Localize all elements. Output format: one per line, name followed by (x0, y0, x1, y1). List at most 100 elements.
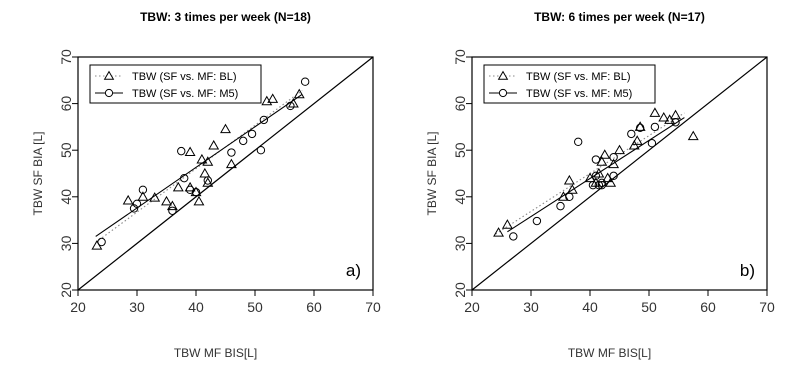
y-tick-label: 40 (452, 189, 468, 205)
chart-title: TBW: 6 times per week (N=17) (534, 10, 705, 24)
y-tick-label: 50 (58, 142, 74, 158)
y-tick-label: 30 (58, 235, 74, 251)
y-tick-label: 20 (58, 282, 74, 298)
x-tick-label: 60 (306, 299, 322, 315)
circle-point (591, 171, 601, 181)
circle-point (556, 201, 565, 211)
circle-point (565, 192, 574, 202)
chart-svg-a: TBW: 3 times per week (N=18) 20 30 40 50 60 70… (31, 10, 381, 360)
y-tick-label: 30 (452, 235, 468, 251)
triangle-point (267, 93, 279, 103)
triangle-point (199, 167, 211, 178)
panel-label: a) (346, 261, 361, 280)
legend: TBW (SF vs. MF: BL) TBW (SF vs. MF: M5) (483, 64, 656, 104)
x-axis-label: TBW MF BIS[L] (568, 346, 651, 360)
x-tick-label: 20 (70, 299, 86, 315)
triangle-point (172, 181, 184, 192)
triangle-point (605, 177, 617, 187)
circle-point (594, 180, 604, 190)
plot-frame (471, 56, 768, 291)
triangle-point (293, 88, 305, 99)
circle-point (647, 139, 657, 148)
triangle-point (184, 146, 196, 157)
identity-line (77, 56, 374, 291)
triangle-point (122, 194, 134, 205)
circle-point (609, 171, 618, 181)
circle-point (259, 115, 269, 125)
circle-point (286, 101, 295, 111)
y-tick-label: 60 (58, 96, 74, 112)
x-tick-label: 60 (700, 299, 716, 315)
legend-box (483, 64, 656, 104)
triangle-point (563, 174, 575, 185)
y-tick-label: 60 (452, 96, 468, 112)
x-tick-label: 30 (523, 299, 539, 315)
plot-frame (77, 56, 374, 291)
triangle-point (208, 139, 220, 150)
legend-entry: TBW (SF vs. MF: M5) (526, 88, 632, 100)
fit-line-bl (95, 90, 303, 243)
y-tick-label: 20 (452, 282, 468, 298)
y-tick-label: 70 (452, 49, 468, 65)
y-axis-label: TBW SF BIA [L] (31, 131, 45, 215)
triangle-point (225, 158, 237, 169)
circle-point (177, 146, 186, 156)
circle-point (574, 137, 583, 147)
circle-point (185, 185, 195, 195)
triangle-point (261, 95, 273, 106)
circle-point (300, 77, 310, 86)
triangle-point (649, 107, 661, 117)
circle-point (591, 155, 601, 164)
triangle-point (287, 97, 299, 108)
circle-point (532, 216, 542, 226)
triangle-point (493, 227, 505, 237)
circle-point (588, 180, 598, 190)
circle-point (97, 237, 106, 247)
triangle-point (614, 144, 625, 155)
circle-point (635, 123, 645, 133)
triangle-point (566, 184, 578, 194)
circle-point (203, 176, 213, 185)
chart-panel-b: TBW: 6 times per week (N=17) 20 30 40 50 60 70… (394, 0, 788, 369)
circle-point (168, 206, 177, 215)
circle-point (597, 180, 607, 190)
panel-label: b) (740, 261, 755, 280)
x-axis-label: TBW MF BIS[L] (174, 346, 257, 360)
legend-entry: TBW (SF vs. MF: BL) (132, 71, 237, 83)
circle-point (247, 129, 257, 139)
x-tick-label: 40 (582, 299, 598, 315)
circle-point (256, 146, 266, 155)
chart-title: TBW: 3 times per week (N=18) (140, 10, 311, 24)
triangle-point (193, 195, 205, 206)
legend-circle-icon (104, 88, 114, 98)
legend-box (89, 64, 262, 104)
y-tick-label: 40 (58, 189, 74, 205)
triangle-point (137, 191, 149, 201)
chart-svg-b: TBW: 6 times per week (N=17) 20 30 40 50 60 70… (425, 10, 775, 360)
circle-point (609, 152, 618, 162)
triangle-point (628, 139, 640, 150)
circle-point (509, 232, 518, 241)
circle-point (191, 187, 201, 197)
fit-line-m5 (507, 117, 685, 233)
identity-line (471, 56, 768, 291)
legend-circle-icon (498, 88, 508, 98)
legend-entry: TBW (SF vs. MF: BL) (526, 71, 631, 83)
circle-point (180, 173, 189, 183)
x-tick-label: 20 (464, 299, 480, 315)
triangle-point (608, 158, 620, 169)
x-tick-label: 30 (129, 299, 145, 315)
circle-point (138, 185, 148, 195)
x-tick-label: 50 (641, 299, 657, 315)
triangle-point (220, 123, 231, 134)
circle-point (671, 118, 680, 127)
triangle-point (599, 149, 611, 159)
circle-point (597, 178, 607, 188)
triangle-point (593, 167, 605, 178)
triangle-point (670, 109, 682, 120)
circle-point (650, 122, 660, 132)
legend-entry: TBW (SF vs. MF: M5) (132, 88, 238, 100)
triangle-point (202, 177, 214, 187)
chart-panel-a: TBW: 3 times per week (N=18) 20 30 40 50 60 70… (31, 10, 381, 360)
circle-point (227, 148, 236, 157)
